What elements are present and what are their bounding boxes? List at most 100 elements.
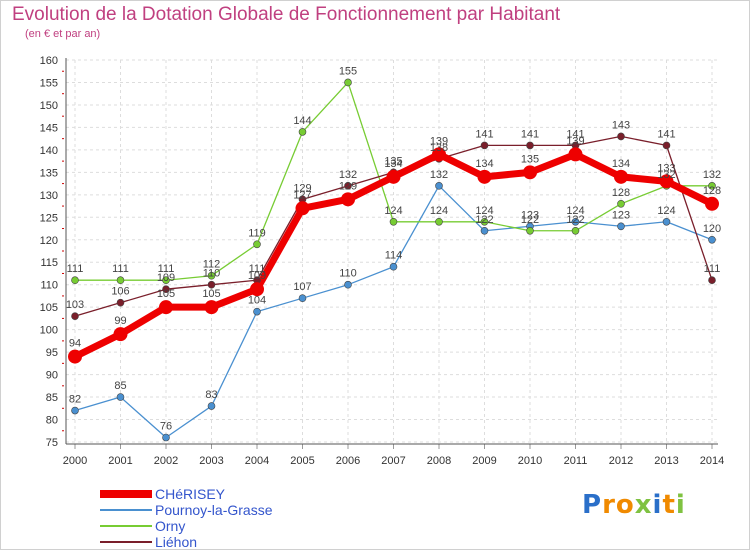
y-tick-label: 120: [40, 235, 58, 247]
logo-letter: i: [675, 490, 686, 520]
data-label: 122: [521, 214, 539, 226]
data-point: [344, 280, 352, 289]
data-point: [571, 226, 580, 235]
chart-subtitle: (en € et par an): [25, 28, 101, 40]
data-label: 123: [521, 209, 539, 221]
legend-swatch: [100, 525, 152, 527]
data-point: [480, 141, 489, 150]
y-tick-label: 75: [46, 437, 58, 449]
data-point: [162, 276, 170, 285]
logo-letter: P: [582, 490, 603, 520]
x-tick-label: 2003: [199, 455, 223, 467]
logo-letter: t: [662, 490, 676, 520]
data-label: 132: [430, 169, 448, 181]
legend-label: Orny: [155, 518, 186, 534]
x-tick-label: 2004: [245, 455, 269, 467]
data-label: 111: [112, 263, 129, 275]
data-label: 104: [248, 295, 266, 307]
legend-swatch: [100, 541, 152, 543]
data-label: 105: [157, 288, 175, 300]
x-tick-label: 2013: [654, 455, 678, 467]
data-point: [659, 174, 674, 189]
data-label: 124: [430, 205, 448, 217]
proxiti-logo: Proxiti: [582, 490, 686, 520]
data-label: 124: [566, 205, 584, 217]
data-point: [162, 285, 170, 294]
data-label: 138: [430, 142, 448, 154]
x-tick-label: 2005: [290, 455, 314, 467]
data-point: [116, 393, 125, 401]
x-tick-label: 2014: [700, 455, 724, 467]
data-label: 112: [203, 259, 221, 271]
data-point: [344, 182, 352, 190]
data-label: 85: [114, 380, 126, 392]
data-point: [298, 294, 307, 302]
data-label: 123: [612, 209, 630, 221]
x-tick-label: 2012: [609, 455, 633, 467]
data-label: 119: [248, 227, 266, 239]
data-label: 124: [657, 205, 675, 217]
y-tick-label: 90: [46, 370, 58, 382]
data-point: [207, 271, 216, 280]
data-label: 129: [339, 180, 357, 192]
data-label: 132: [657, 169, 675, 181]
data-point: [705, 196, 719, 211]
data-point: [617, 132, 625, 141]
data-point: [204, 300, 219, 315]
data-label: 109: [157, 272, 175, 284]
data-point: [162, 433, 170, 442]
data-point: [389, 217, 398, 226]
data-label: 132: [339, 169, 357, 181]
logo-letter: r: [602, 490, 616, 520]
y-tick-label: 155: [40, 77, 58, 89]
data-label: 120: [703, 223, 721, 235]
data-label: 103: [66, 299, 84, 311]
data-point: [159, 300, 173, 315]
legend: CHéRISEY Pournoy-la-Grasse Orny Liéhon: [100, 486, 340, 550]
y-tick-label: 140: [40, 145, 58, 157]
y-tick-label: 125: [40, 212, 58, 224]
data-point: [662, 141, 671, 150]
legend-label: Pournoy-la-Grasse: [155, 502, 273, 518]
x-tick-label: 2007: [381, 455, 405, 467]
data-point: [341, 192, 355, 207]
data-label: 124: [475, 205, 493, 217]
data-point: [435, 217, 443, 226]
data-label: 122: [475, 214, 493, 226]
y-tick-label: 150: [40, 100, 58, 112]
data-point: [68, 349, 82, 364]
y-tick-label: 110: [40, 280, 58, 292]
data-point: [708, 235, 716, 244]
data-label: 135: [384, 155, 402, 167]
data-label: 132: [703, 169, 721, 181]
data-label: 133: [657, 162, 675, 174]
data-label: 124: [384, 205, 402, 217]
data-point: [250, 282, 264, 297]
data-point: [571, 217, 580, 226]
data-point: [480, 217, 489, 226]
data-label: 99: [114, 315, 126, 327]
x-tick-label: 2001: [108, 455, 132, 467]
data-label: 105: [202, 288, 220, 300]
data-point: [207, 402, 216, 410]
data-point: [113, 327, 128, 342]
data-point: [386, 169, 401, 184]
data-label: 83: [205, 389, 217, 401]
y-tick-label: 85: [46, 392, 58, 404]
x-tick-label: 2006: [336, 455, 360, 467]
data-label: 76: [160, 421, 172, 433]
data-point: [480, 226, 489, 235]
x-tick-label: 2002: [154, 455, 178, 467]
data-point: [432, 147, 446, 162]
data-point: [253, 240, 261, 249]
legend-item: Liéhon: [100, 534, 340, 550]
data-label: 107: [293, 281, 311, 293]
x-tick-label: 2011: [564, 455, 588, 467]
data-point: [477, 169, 492, 184]
data-label: 134: [384, 158, 402, 170]
data-label: 111: [67, 263, 84, 275]
legend-swatch: [100, 490, 152, 498]
logo-letter: i: [652, 490, 663, 520]
